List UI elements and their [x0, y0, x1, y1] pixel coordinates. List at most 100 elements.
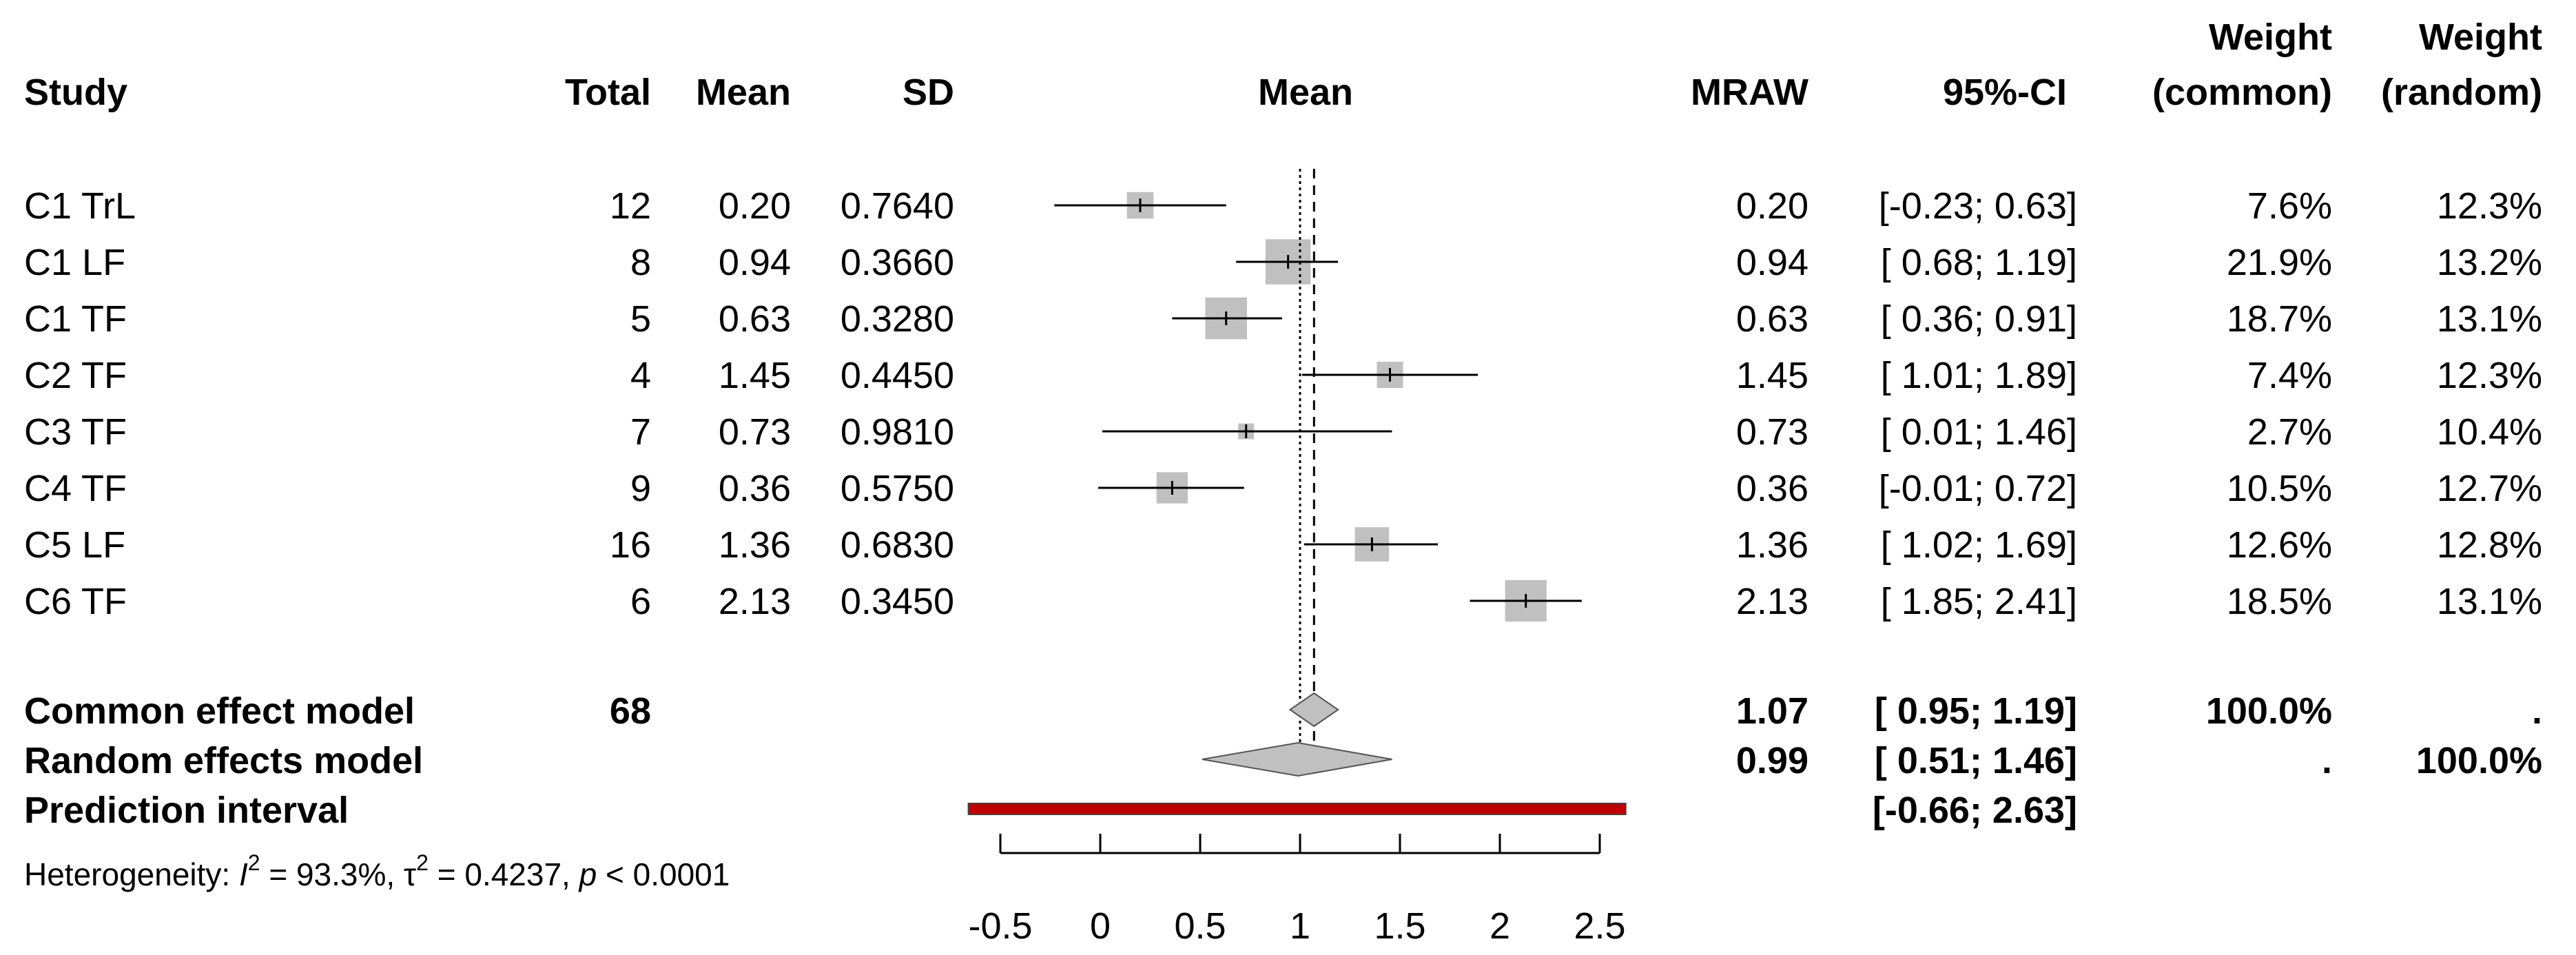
prediction-interval-bar [967, 803, 1627, 815]
study-total: 12 [610, 185, 651, 227]
header-weight-common-line2: (common) [2152, 72, 2332, 113]
header-weight-random-line1: Weight [2419, 17, 2542, 58]
het-tau2-sup: 2 [416, 850, 429, 875]
study-weight-common: 18.5% [2227, 581, 2332, 622]
random-ci: [ 0.51; 1.46] [1875, 740, 2077, 781]
common-label: Common effect model [24, 690, 415, 732]
x-axis-tick-label: 1.5 [1374, 905, 1425, 947]
study-total: 9 [630, 468, 651, 509]
study-mraw: 1.45 [1736, 355, 1809, 396]
study-weight-random: 13.1% [2437, 581, 2542, 622]
study-ci: [-0.01; 0.72] [1879, 468, 2077, 509]
study-weight-random: 10.4% [2437, 411, 2542, 453]
x-axis-tick-label: 2 [1490, 905, 1510, 947]
study-mean: 0.20 [719, 185, 791, 227]
prediction-ci: [-0.66; 2.63] [1873, 790, 2077, 831]
study-mean: 1.45 [719, 355, 791, 396]
study-weight-random: 12.7% [2437, 468, 2542, 509]
header-mraw: MRAW [1691, 72, 1809, 113]
x-axis-tick-label: 2.5 [1574, 905, 1625, 947]
het-i2-value: = 93.3%, [260, 856, 404, 892]
study-name: C6 TF [24, 581, 127, 622]
study-weight-random: 12.8% [2437, 524, 2542, 566]
header-sd: SD [903, 72, 954, 113]
study-sd: 0.5750 [841, 468, 954, 509]
random-effects-diamond [1202, 741, 1392, 777]
study-weight-random: 12.3% [2437, 355, 2542, 396]
study-mean: 0.63 [719, 298, 791, 340]
study-ci: [ 1.01; 1.89] [1881, 355, 2077, 396]
study-mraw: 0.94 [1736, 242, 1809, 283]
het-i2-sup: 2 [248, 850, 260, 875]
header-plot-mean: Mean [1258, 72, 1353, 113]
random-weight-common: . [2322, 740, 2332, 781]
common-ci: [ 0.95; 1.19] [1875, 690, 2077, 732]
study-mean: 0.36 [719, 468, 791, 509]
study-mraw: 0.20 [1736, 185, 1809, 227]
study-rows: C1 TrL 12 0.20 0.7640 0.20 [-0.23; 0.63] 7.6% 1… [24, 185, 2542, 622]
prediction-label: Prediction interval [24, 790, 349, 831]
random-mraw: 0.99 [1736, 740, 1809, 781]
header-total: Total [565, 72, 651, 113]
study-name: C4 TF [24, 468, 127, 509]
study-mean: 2.13 [719, 581, 791, 622]
heterogeneity-text: Heterogeneity: I2 = 93.3%, τ2 = 0.4237, … [24, 850, 730, 892]
common-effect-diamond [1288, 692, 1339, 728]
x-axis-tick-label: -0.5 [968, 905, 1032, 947]
study-name: C5 LF [24, 524, 125, 566]
study-sd: 0.6830 [841, 524, 954, 566]
x-axis-tick-label: 0 [1090, 905, 1111, 947]
study-weight-common: 18.7% [2227, 298, 2332, 340]
study-mraw: 0.73 [1736, 411, 1809, 453]
x-axis-tick-label: 1 [1290, 905, 1310, 947]
study-sd: 0.3280 [841, 298, 954, 340]
study-ci: [ 0.36; 0.91] [1881, 298, 2077, 340]
study-sd: 0.7640 [841, 185, 954, 227]
study-mraw: 0.36 [1736, 468, 1809, 509]
study-sd: 0.9810 [841, 411, 954, 453]
het-p-symbol: p [578, 856, 597, 892]
het-prefix: Heterogeneity: [24, 856, 239, 892]
study-name: C1 LF [24, 242, 125, 283]
header-study: Study [24, 72, 127, 113]
study-total: 8 [630, 242, 651, 283]
study-weight-common: 7.6% [2247, 185, 2332, 227]
study-sd: 0.3660 [841, 242, 954, 283]
header-mean: Mean [696, 72, 791, 113]
study-mraw: 1.36 [1736, 524, 1809, 566]
study-total: 4 [630, 355, 651, 396]
header-weight-random-line2: (random) [2381, 72, 2542, 113]
random-weight-random: 100.0% [2416, 740, 2542, 781]
study-ci: [ 1.02; 1.69] [1881, 524, 2077, 566]
study-ci: [ 1.85; 2.41] [1881, 581, 2077, 622]
study-total: 7 [630, 411, 651, 453]
common-weight-common: 100.0% [2206, 690, 2332, 732]
study-weight-common: 21.9% [2227, 242, 2332, 283]
common-weight-random: . [2532, 690, 2542, 732]
study-weight-random: 12.3% [2437, 185, 2542, 227]
study-ci: [ 0.68; 1.19] [1881, 242, 2077, 283]
study-name: C2 TF [24, 355, 127, 396]
column-headers: Study Total Mean SD Mean MRAW 95%-CI Wei… [24, 17, 2542, 113]
study-mean: 1.36 [719, 524, 791, 566]
study-name: C1 TrL [24, 185, 136, 227]
het-tau2-symbol: τ [404, 856, 416, 892]
study-sd: 0.3450 [841, 581, 954, 622]
study-mean: 0.73 [719, 411, 791, 453]
study-ci: [ 0.01; 1.46] [1881, 411, 2077, 453]
study-name: C3 TF [24, 411, 127, 453]
study-weight-common: 2.7% [2247, 411, 2332, 453]
random-label: Random effects model [24, 740, 423, 781]
het-i2-symbol: I [239, 856, 248, 892]
study-total: 16 [610, 524, 651, 566]
het-tau2-value: = 0.4237, [429, 856, 579, 892]
summary-rows: Common effect model 68 1.07 [ 0.95; 1.19… [24, 690, 2542, 831]
study-name: C1 TF [24, 298, 127, 340]
het-p-value: < 0.0001 [597, 856, 730, 892]
common-total: 68 [610, 690, 651, 732]
study-weight-random: 13.1% [2437, 298, 2542, 340]
study-ci: [-0.23; 0.63] [1879, 185, 2077, 227]
study-mraw: 0.63 [1736, 298, 1809, 340]
study-mraw: 2.13 [1736, 581, 1809, 622]
header-ci: 95%-CI [1943, 72, 2067, 113]
